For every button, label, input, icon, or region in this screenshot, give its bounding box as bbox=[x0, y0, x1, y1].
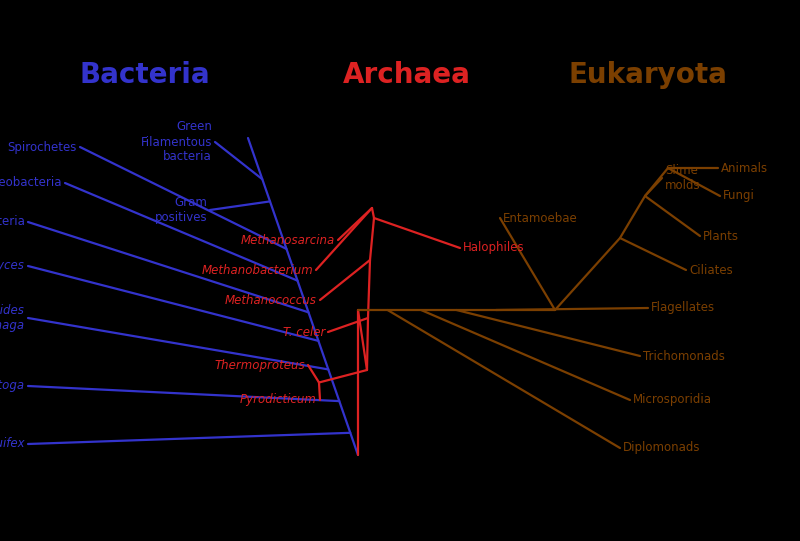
Text: Archaea: Archaea bbox=[343, 61, 471, 89]
Text: Slime
molds: Slime molds bbox=[665, 164, 701, 192]
Text: Flagellates: Flagellates bbox=[651, 301, 715, 314]
Text: Planctomyces: Planctomyces bbox=[0, 260, 25, 273]
Text: Bacteria: Bacteria bbox=[80, 61, 210, 89]
Text: Ciliates: Ciliates bbox=[689, 263, 733, 276]
Text: Methanobacterium: Methanobacterium bbox=[202, 263, 313, 276]
Text: Thermoproteus: Thermoproteus bbox=[214, 359, 305, 372]
Text: Cyanobacteria: Cyanobacteria bbox=[0, 215, 25, 228]
Text: Entamoebae: Entamoebae bbox=[503, 212, 578, 225]
Text: Animals: Animals bbox=[721, 162, 768, 175]
Text: Diplomonads: Diplomonads bbox=[623, 441, 701, 454]
Text: Bacteroides
Cytophaga: Bacteroides Cytophaga bbox=[0, 304, 25, 332]
Text: Spirochetes: Spirochetes bbox=[8, 141, 77, 154]
Text: Proteobacteria: Proteobacteria bbox=[0, 176, 62, 189]
Text: Methanosarcina: Methanosarcina bbox=[241, 234, 335, 247]
Text: Plants: Plants bbox=[703, 229, 739, 242]
Text: Trichomonads: Trichomonads bbox=[643, 349, 725, 362]
Text: Microsporidia: Microsporidia bbox=[633, 393, 712, 406]
Text: Fungi: Fungi bbox=[723, 189, 755, 202]
Text: Thermotoga: Thermotoga bbox=[0, 379, 25, 393]
Text: Gram
positives: Gram positives bbox=[154, 196, 207, 224]
Text: Pyrodicticum: Pyrodicticum bbox=[240, 393, 317, 406]
Text: T. celer: T. celer bbox=[282, 326, 325, 339]
Text: Green
Filamentous
bacteria: Green Filamentous bacteria bbox=[141, 121, 212, 163]
Text: Aquifex: Aquifex bbox=[0, 438, 25, 451]
Text: Eukaryota: Eukaryota bbox=[569, 61, 727, 89]
Text: Methanococcus: Methanococcus bbox=[225, 294, 317, 307]
Text: Halophiles: Halophiles bbox=[463, 241, 525, 254]
